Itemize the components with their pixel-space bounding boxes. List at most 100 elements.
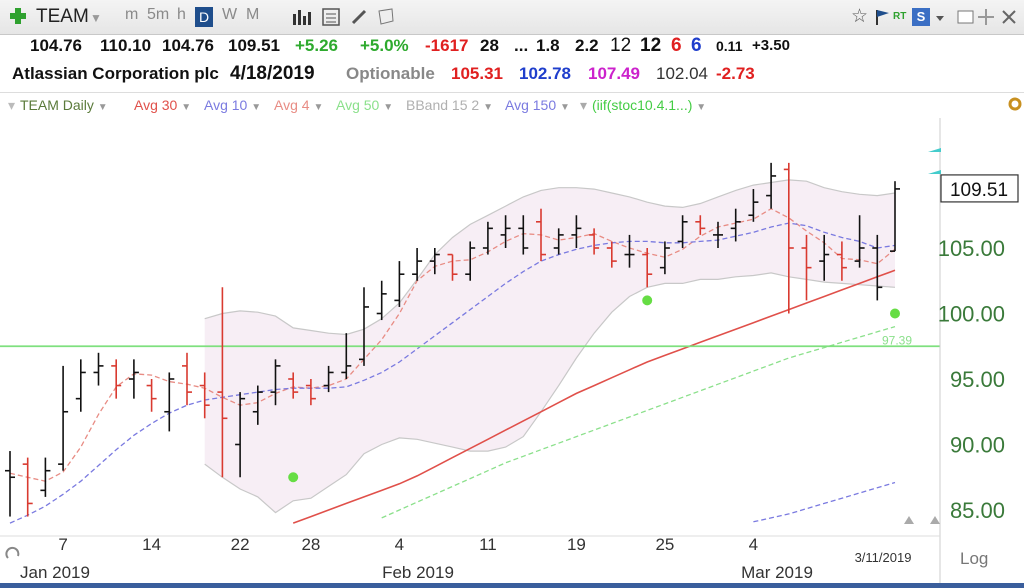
value-negative: -2.73: [716, 64, 755, 83]
note-icon[interactable]: [376, 8, 396, 26]
signal-dot: [890, 308, 900, 319]
bottom-border: [0, 583, 1024, 588]
ohlc-bar: [766, 162, 777, 209]
legend-stoc[interactable]: (iif(stoc10.4.1...) ▼: [592, 97, 707, 113]
calculator-icon[interactable]: [322, 8, 342, 26]
date-axis: 7 14 22 28 4 11 19 25 4 Jan 2019 Feb 2019 Mar 2019 3…: [0, 516, 988, 582]
dropdown-icon[interactable]: ▼: [90, 11, 102, 25]
flag-icon[interactable]: [874, 8, 892, 26]
bband-upper-line: [204, 179, 896, 336]
date-tick-label: 14: [142, 535, 161, 554]
settings-icon[interactable]: [1008, 97, 1022, 111]
ohlc-bar: [305, 379, 316, 406]
price-marker: [928, 148, 941, 152]
ohlc-bar: [93, 352, 104, 386]
stat-6-blue: 6: [691, 35, 702, 56]
signal-dot: [288, 472, 299, 483]
interval-minute[interactable]: m: [125, 6, 139, 23]
interval-5min[interactable]: 5m: [147, 6, 170, 23]
legend-avg-150[interactable]: Avg 150 ▼: [505, 97, 570, 113]
series-avg-50: [381, 325, 896, 519]
interval-monthly[interactable]: M: [246, 6, 260, 23]
date-tick-label: 4: [395, 535, 404, 554]
ohlc-bar: [642, 248, 653, 288]
legend-avg-50[interactable]: Avg 50 ▼: [336, 97, 394, 113]
price-chart[interactable]: 97.39 85.0090.0095.00100.00105.00109.51 …: [0, 118, 1024, 584]
ohlc-bar: [536, 208, 546, 262]
value-red: 105.31: [451, 64, 503, 83]
ohlc-bar: [270, 359, 281, 406]
ohlc-bar: [252, 385, 263, 425]
ohlc-bar: [836, 241, 847, 281]
star-icon[interactable]: ☆: [851, 6, 869, 27]
s-badge[interactable]: S: [912, 8, 930, 26]
signal-dots: [288, 295, 900, 483]
log-scale-toggle[interactable]: Log: [960, 549, 988, 568]
legend-avg-4[interactable]: Avg 4 ▼: [274, 97, 324, 113]
ohlc-bar: [465, 241, 476, 281]
ohlc-bar: [730, 208, 741, 242]
date-tick-label: 4: [749, 535, 758, 554]
symbol-label[interactable]: TEAM: [36, 6, 89, 27]
last-price: 109.51: [228, 36, 280, 55]
price-tick-label: 85.00: [950, 498, 1005, 523]
signal-dot: [642, 295, 653, 306]
toolbar: TEAM ▼ m 5m h D W M ☆ RT S: [0, 0, 1024, 35]
refresh-icon: [5, 546, 20, 559]
dropdown-icon[interactable]: [934, 8, 946, 26]
ohlc-bar: [677, 215, 688, 248]
legend-team-daily[interactable]: TEAM Daily ▼: [20, 97, 108, 113]
legend-bband[interactable]: BBand 15 2 ▼: [406, 97, 493, 113]
bar-chart-icon[interactable]: [292, 8, 314, 26]
stat-12-b: 12: [640, 35, 662, 56]
ohlc-bar: [801, 234, 812, 301]
ohlc-bar: [199, 372, 210, 419]
ohlc-bar: [111, 359, 122, 399]
date-tick-label: 25: [655, 535, 674, 554]
legend-avg-10[interactable]: Avg 10 ▼: [204, 97, 262, 113]
ohlc-bar: [500, 215, 511, 248]
ohlc-bar: [5, 451, 15, 517]
last-price-box: [940, 174, 1019, 203]
price-tick-label: 90.00: [950, 433, 1005, 458]
stat-28: 28: [480, 36, 499, 55]
ohlc-bar: [394, 261, 405, 307]
add-symbol-icon[interactable]: [8, 6, 28, 26]
month-label: Jan 2019: [20, 563, 90, 582]
close-icon[interactable]: [1000, 8, 1018, 26]
stat-1-8: 1.8: [536, 36, 560, 55]
ohlc-bar: [40, 457, 51, 497]
ohlc-bar: [606, 241, 617, 268]
ohlc-bar: [22, 457, 33, 517]
ohlc-bar: [164, 372, 175, 432]
price-tick-label: 100.00: [938, 302, 1005, 327]
ohlc-bar: [376, 280, 387, 321]
rt-badge[interactable]: RT: [893, 11, 907, 22]
ohlc-bar: [748, 189, 759, 222]
ohlc-bar: [571, 215, 582, 248]
window-icon[interactable]: [957, 9, 975, 25]
ohlc-bar: [429, 248, 440, 275]
legend-separator: ▾: [580, 97, 588, 113]
ohlc-bar: [872, 234, 883, 301]
pencil-icon[interactable]: [350, 8, 368, 26]
ohlc-bar: [146, 379, 157, 412]
interval-hour[interactable]: h: [177, 6, 186, 23]
price-bars: [5, 162, 900, 517]
move-icon[interactable]: [977, 8, 995, 26]
interval-daily[interactable]: D: [195, 7, 213, 27]
net-value: -1617: [425, 36, 469, 55]
high-price: 110.10: [100, 36, 152, 55]
stat-12-a: 12: [610, 35, 632, 56]
legend-avg-30[interactable]: Avg 30 ▼: [134, 97, 192, 113]
ohlc-bar: [890, 181, 900, 252]
ohlc-bar: [854, 215, 865, 268]
ohlc-bar: [128, 359, 139, 399]
ohlc-bar: [75, 359, 86, 412]
bband-lower-line: [204, 272, 896, 514]
stat-6-red: 6: [671, 35, 682, 56]
month-label: Mar 2019: [741, 563, 813, 582]
ohlc-bar: [589, 228, 600, 255]
ohlc-bar: [695, 215, 706, 235]
interval-weekly[interactable]: W: [222, 6, 238, 23]
